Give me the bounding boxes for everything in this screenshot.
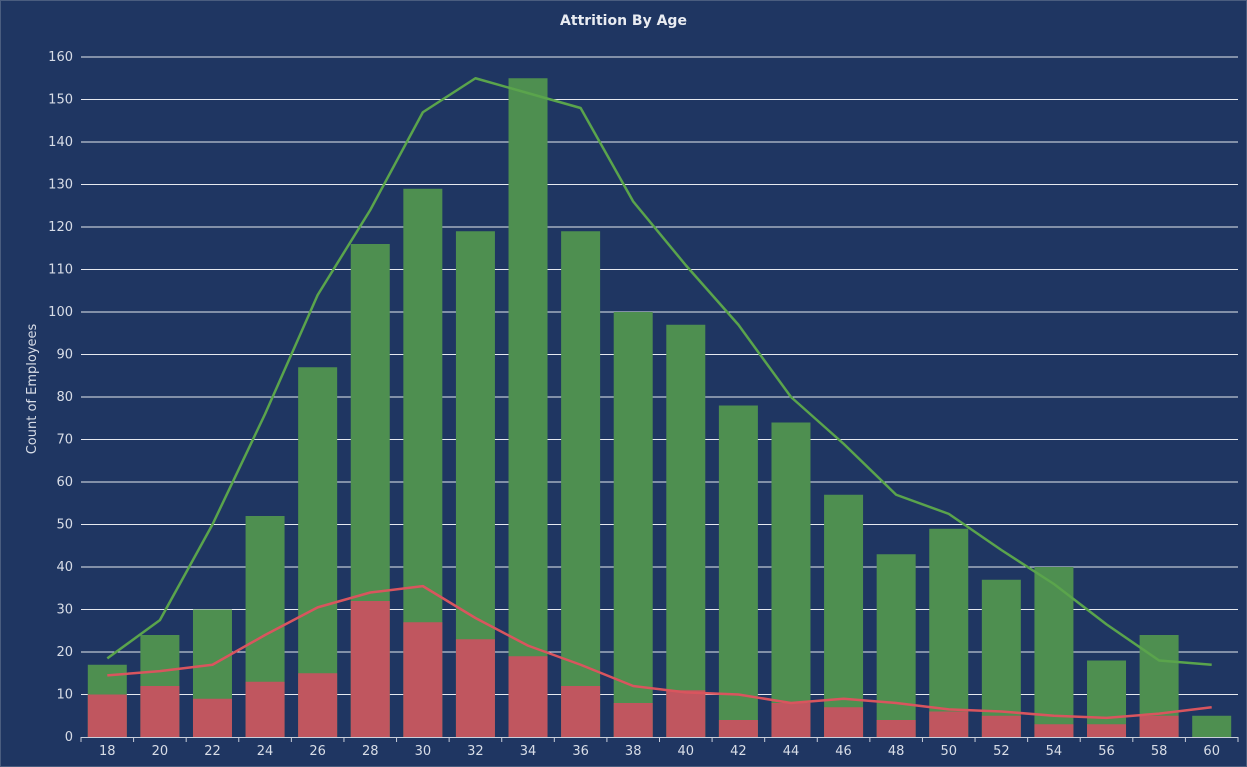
x-tick-label: 34 — [520, 744, 537, 759]
y-tick-label: 90 — [56, 348, 73, 363]
x-tick-label: 32 — [467, 744, 484, 759]
bar-attrition[interactable] — [192, 698, 232, 737]
bar-total[interactable] — [561, 231, 601, 737]
y-tick-label: 30 — [56, 603, 73, 618]
y-tick-label: 100 — [48, 305, 73, 320]
x-tick-label: 22 — [204, 744, 221, 759]
y-tick-label: 160 — [48, 50, 73, 65]
x-tick-label: 50 — [940, 744, 957, 759]
y-tick-label: 130 — [48, 178, 73, 193]
trend-line-attrition — [107, 584, 1212, 720]
bar-total[interactable] — [1192, 715, 1232, 737]
x-tick-label: 28 — [362, 744, 379, 759]
x-tick-label: 60 — [1203, 744, 1220, 759]
x-tick-label: 54 — [1046, 744, 1063, 759]
bar-attrition[interactable] — [298, 673, 338, 737]
y-tick-label: 140 — [48, 135, 73, 150]
bar-total[interactable] — [876, 554, 916, 737]
y-tick-label: 80 — [56, 390, 73, 405]
y-tick-label: 60 — [56, 475, 73, 490]
y-tick-label: 120 — [48, 220, 73, 235]
x-tick-label: 48 — [888, 744, 905, 759]
bar-attrition[interactable] — [350, 601, 390, 737]
bar-attrition[interactable] — [981, 715, 1021, 737]
bar-attrition[interactable] — [140, 686, 180, 737]
bar-total[interactable] — [1034, 567, 1074, 737]
bar-total[interactable] — [613, 312, 653, 737]
x-tick-label: 24 — [257, 744, 274, 759]
bar-total[interactable] — [718, 405, 758, 738]
bar-total[interactable] — [508, 78, 548, 737]
y-tick-label: 150 — [48, 93, 73, 108]
x-tick-label: 44 — [783, 744, 800, 759]
bar-attrition[interactable] — [1034, 724, 1074, 737]
bar-total[interactable] — [666, 324, 706, 737]
bar-attrition[interactable] — [1087, 724, 1127, 737]
x-tick-label: 18 — [99, 744, 116, 759]
x-tick-label: 20 — [152, 744, 169, 759]
bar-attrition[interactable] — [87, 694, 127, 738]
bar-attrition[interactable] — [771, 703, 811, 737]
x-tick-label: 52 — [993, 744, 1010, 759]
chart-title: Attrition By Age — [560, 13, 687, 29]
y-tick-label: 20 — [56, 645, 73, 660]
x-tick-label: 40 — [678, 744, 695, 759]
trend-line-total — [106, 77, 1212, 666]
bar-attrition[interactable] — [666, 690, 706, 737]
x-tick-label: 38 — [625, 744, 642, 759]
bar-attrition[interactable] — [561, 686, 601, 737]
y-tick-label: 10 — [56, 688, 73, 703]
y-axis-label: Count of Employees — [25, 323, 40, 454]
x-tick-label: 58 — [1151, 744, 1168, 759]
x-tick-label: 26 — [309, 744, 326, 759]
bar-attrition[interactable] — [613, 703, 653, 737]
bar-attrition[interactable] — [508, 656, 548, 737]
y-tick-label: 40 — [56, 560, 73, 575]
y-tick-label: 110 — [48, 263, 73, 278]
x-tick-label: 42 — [730, 744, 747, 759]
bar-attrition[interactable] — [718, 720, 758, 737]
x-tick-label: 46 — [835, 744, 852, 759]
bar-total[interactable] — [929, 528, 969, 737]
bar-attrition[interactable] — [403, 622, 443, 737]
bar-total[interactable] — [771, 422, 811, 738]
bar-attrition[interactable] — [876, 720, 916, 737]
bar-attrition[interactable] — [929, 711, 969, 738]
y-tick-label: 0 — [65, 730, 73, 745]
bar-attrition[interactable] — [1139, 715, 1179, 737]
x-tick-label: 56 — [1098, 744, 1115, 759]
bar-attrition[interactable] — [455, 639, 495, 737]
y-tick-label: 70 — [56, 433, 73, 448]
x-tick-label: 30 — [415, 744, 432, 759]
bar-attrition[interactable] — [245, 681, 285, 737]
bar-attrition[interactable] — [824, 707, 864, 737]
y-tick-label: 50 — [56, 518, 73, 533]
bar-total[interactable] — [824, 494, 864, 737]
x-tick-label: 36 — [572, 744, 589, 759]
